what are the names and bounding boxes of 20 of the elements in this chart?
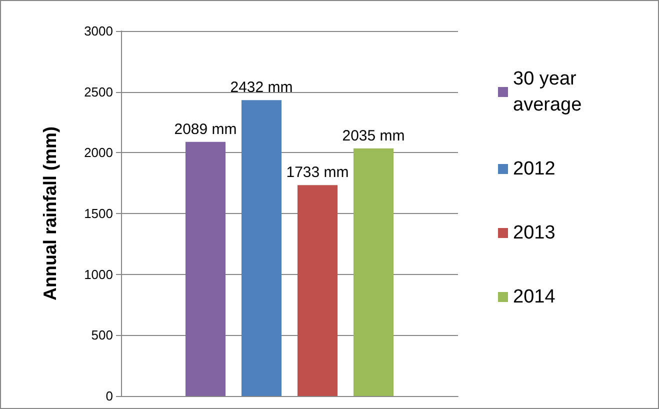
legend-label: 2013 (513, 222, 556, 244)
bar (298, 185, 338, 396)
y-tick-label: 0 (106, 388, 113, 404)
data-label: 2089 mm (174, 120, 237, 138)
y-tick-label: 2000 (84, 145, 113, 160)
legend-label: 30 year average (513, 68, 582, 116)
data-label: 1733 mm (286, 164, 349, 182)
bar (242, 100, 282, 396)
y-axis-title: Annual rainfall (mm) (40, 126, 60, 301)
bar (186, 142, 226, 396)
y-tick-label: 500 (91, 328, 113, 343)
data-label: 2432 mm (230, 79, 293, 96)
y-tick-label: 1000 (84, 266, 113, 282)
y-tick-label: 3000 (84, 24, 113, 38)
legend-label: 2014 (513, 286, 556, 308)
bar (354, 148, 394, 396)
y-tick-label: 1500 (84, 206, 113, 221)
legend-label: 2012 (513, 158, 556, 180)
y-tick-label: 2500 (84, 84, 113, 100)
data-label: 2035 mm (342, 127, 405, 144)
